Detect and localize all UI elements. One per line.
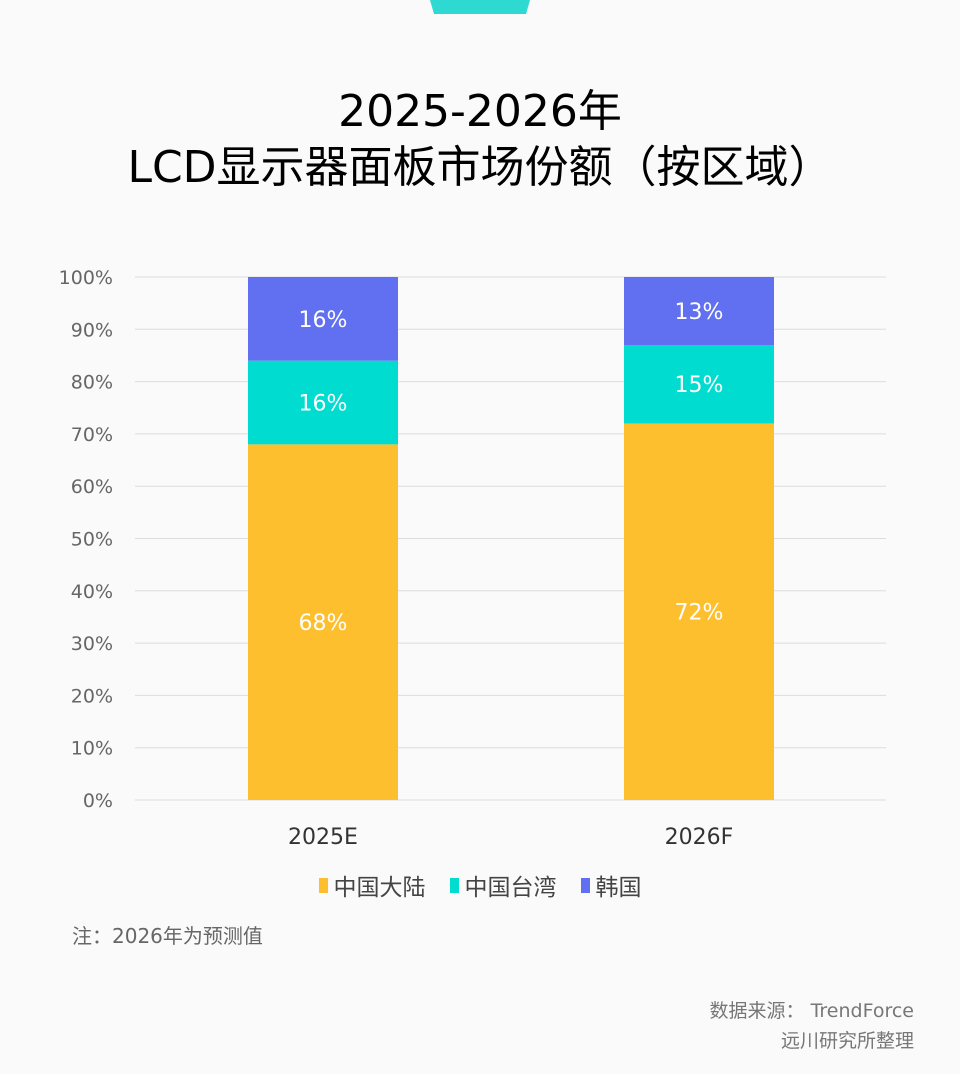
bar-segment [248, 444, 398, 800]
bar-segment [248, 277, 398, 361]
data-label: 16% [299, 392, 348, 417]
data-label: 13% [675, 300, 724, 325]
x-tick-label: 2026F [665, 825, 734, 850]
bar-segment [624, 344, 774, 424]
chart-title-line2: LCD显示器面板市场份额（按区域） [127, 142, 833, 193]
legend: 中国大陆 中国台湾 韩国 [0, 868, 960, 902]
bar-segment [248, 360, 398, 445]
source-text: 数据来源： TrendForce [709, 1000, 914, 1022]
chart-title-line1: 2025-2026年 [338, 86, 622, 137]
y-tick-label: 40% [71, 581, 113, 603]
data-label: 16% [299, 308, 348, 333]
y-tick-label: 0% [83, 790, 113, 812]
y-tick-label: 30% [71, 633, 113, 655]
footnote: 注：2026年为预测值 [72, 924, 263, 948]
data-label: 15% [675, 373, 724, 398]
legend-label: 中国台湾 [464, 875, 557, 901]
y-tick-label: 10% [71, 738, 113, 760]
source-credit: 远川研究所整理 [780, 1030, 914, 1052]
y-tick-label: 100% [59, 267, 113, 289]
y-tick-label: 50% [71, 529, 113, 551]
y-tick-label: 80% [71, 372, 113, 394]
y-tick-label: 20% [71, 685, 113, 707]
legend-label: 中国大陆 [333, 875, 426, 901]
x-tick-label: 2025E [288, 825, 358, 850]
data-label: 68% [299, 611, 348, 636]
legend-item: 中国台湾 [449, 868, 557, 902]
y-tick-label: 60% [71, 476, 113, 498]
legend-swatch [318, 877, 328, 893]
legend-item: 韩国 [580, 868, 642, 902]
legend-swatch [449, 877, 459, 893]
legend-item: 中国大陆 [318, 868, 426, 902]
y-tick-label: 70% [71, 424, 113, 446]
legend-label: 韩国 [595, 875, 642, 901]
legend-swatch [580, 877, 590, 893]
bar-segment [624, 423, 774, 800]
bar-segment [624, 277, 774, 345]
data-label: 72% [675, 601, 724, 626]
top-accent-tab [430, 0, 530, 14]
y-tick-label: 90% [71, 319, 113, 341]
